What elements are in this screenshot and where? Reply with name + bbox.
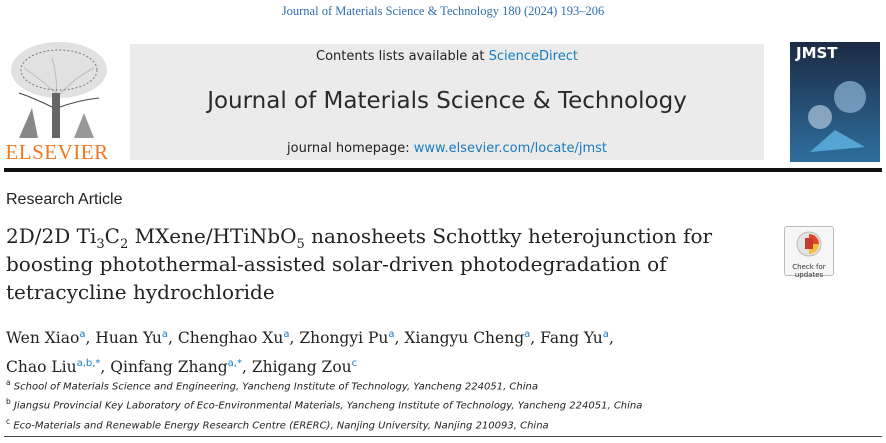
author-separator: , — [530, 329, 536, 348]
author-separator: , — [608, 329, 614, 348]
author-name: Fang Yu — [540, 329, 603, 348]
homepage-prefix: journal homepage: — [287, 141, 414, 156]
author-separator: , — [85, 329, 91, 348]
author-name: Chenghao Xu — [177, 329, 284, 348]
contents-line: Contents lists available at ScienceDirec… — [130, 49, 764, 64]
affiliation-text: Jiangsu Provincial Key Laboratory of Eco… — [13, 400, 643, 412]
check-for-updates[interactable]: Check for updates — [784, 226, 834, 279]
citation: Journal of Materials Science & Technolog… — [281, 4, 605, 18]
affiliation: b Jiangsu Provincial Key Laboratory of E… — [6, 394, 642, 413]
author-separator: , — [100, 358, 106, 377]
footer-rule — [4, 436, 882, 437]
publisher-logo — [4, 38, 114, 140]
author-name: Wen Xiao — [6, 329, 80, 348]
title-subscript: 2 — [119, 237, 129, 252]
author-separator: , — [168, 329, 173, 348]
author-list: Wen Xiaoa, Huan Yua, Chenghao Xua, Zhong… — [6, 322, 706, 380]
author-name: Qinfang Zhang — [110, 358, 228, 377]
publisher-name: ELSEVIER — [5, 140, 109, 164]
author-name: Chao Liu — [6, 358, 77, 377]
author-separator: , — [289, 329, 295, 348]
title-text: C — [104, 224, 120, 248]
affiliation-list: a School of Materials Science and Engine… — [6, 375, 642, 433]
affiliation-text: School of Materials Science and Engineer… — [13, 381, 538, 393]
affiliation-label: c — [6, 416, 11, 426]
author-separator: , — [394, 329, 400, 348]
homepage-line: journal homepage: www.elsevier.com/locat… — [130, 141, 764, 156]
affiliation-label: a — [6, 378, 11, 387]
homepage-link[interactable]: www.elsevier.com/locate/jmst — [413, 141, 607, 156]
article-type: Research Article — [6, 191, 123, 208]
author-name: Zhongyi Pu — [299, 329, 389, 348]
author-separator: , — [241, 358, 247, 377]
affiliation-label: b — [6, 397, 11, 407]
author-name: Zhigang Zou — [251, 358, 352, 377]
title-subscript: 3 — [96, 237, 105, 252]
author-name: Huan Yu — [95, 329, 162, 348]
cover-title: JMST — [795, 44, 838, 62]
author-affiliation: a — [388, 329, 395, 340]
check-label: Check for updates — [792, 263, 826, 279]
journal-cover: JMST — [790, 42, 880, 162]
check-icon — [796, 231, 822, 257]
title-text: MXene/HTiNbO — [128, 224, 297, 248]
article-title: 2D/2D Ti3C2 MXene/HTiNbO5 nanosheets Sch… — [6, 222, 776, 306]
title-text: nanosheets Schottky heterojunction for b… — [6, 224, 713, 304]
author-affiliation: a — [79, 329, 86, 340]
author-affiliation: c — [351, 358, 358, 370]
author-affiliation: a — [283, 329, 290, 340]
journal-title: Journal of Materials Science & Technolog… — [207, 88, 687, 114]
author-affiliation: a,b,* — [76, 358, 101, 370]
sciencedirect-link[interactable]: ScienceDirect — [488, 49, 578, 64]
author-affiliation: a — [602, 329, 609, 340]
title-subscript: 5 — [296, 237, 305, 252]
affiliation: a School of Materials Science and Engine… — [6, 375, 642, 394]
author-name: Xiangyu Cheng — [404, 329, 525, 348]
header-box — [130, 44, 764, 160]
affiliation: c Eco-Materials and Renewable Energy Res… — [6, 414, 642, 433]
contents-prefix: Contents lists available at — [316, 49, 489, 64]
header-rule — [4, 168, 882, 172]
affiliation-text: Eco-Materials and Renewable Energy Resea… — [13, 419, 549, 431]
author-affiliation: a,* — [227, 358, 242, 370]
author-affiliation: a — [524, 329, 531, 340]
title-text: 2D/2D Ti — [6, 224, 97, 248]
author-affiliation: a — [161, 329, 169, 340]
